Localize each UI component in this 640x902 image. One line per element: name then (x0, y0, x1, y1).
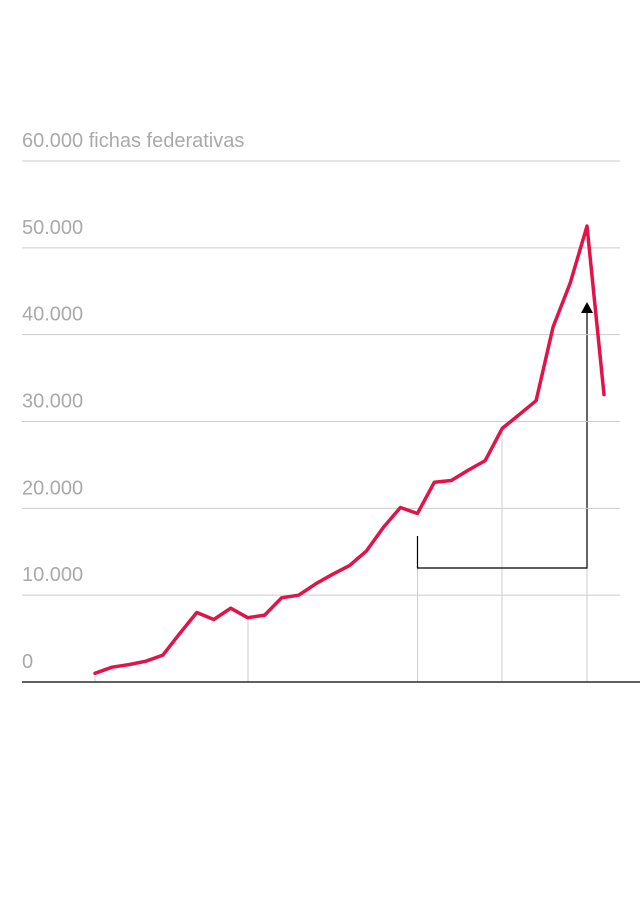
y-tick-label: 0 (22, 651, 33, 673)
y-tick-label: 40.000 (22, 304, 83, 326)
annotation-bracket (416, 302, 593, 569)
y-tick-label: 60.000 fichas federativas (22, 130, 244, 152)
bracket-line (416, 312, 588, 569)
y-tick-label: 30.000 (22, 391, 83, 413)
drop-lines (94, 305, 588, 682)
y-tick-label: 20.000 (22, 477, 83, 499)
y-tick-label: 10.000 (22, 564, 83, 586)
arrow-head (581, 302, 593, 313)
data-line (93, 224, 606, 676)
y-tick-label: 50.000 (22, 217, 83, 239)
